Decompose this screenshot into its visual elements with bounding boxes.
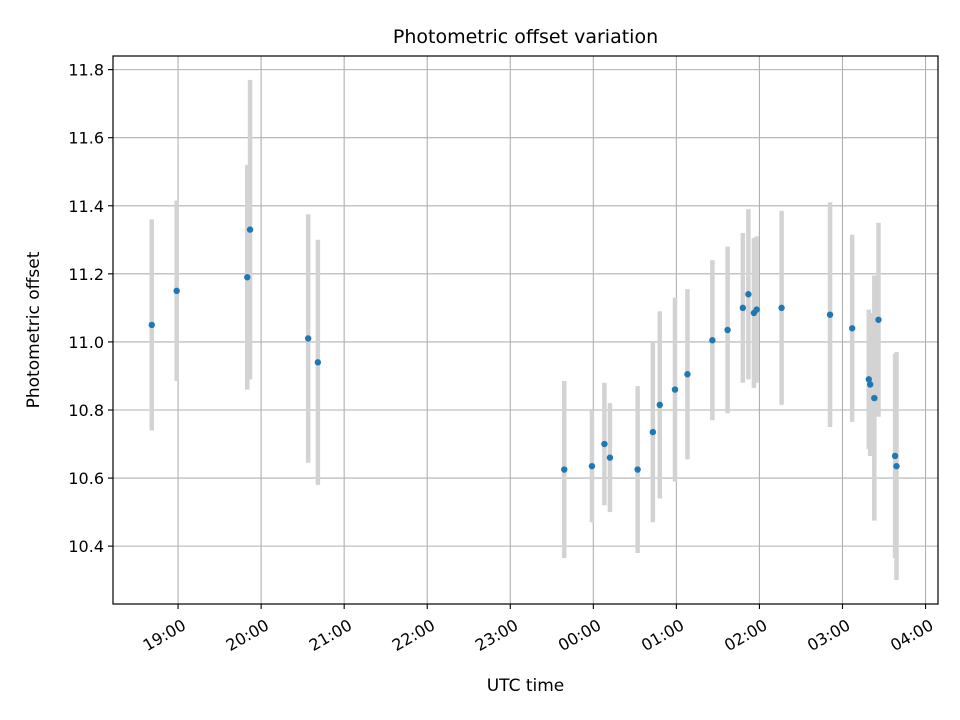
y-tick-label: 11.4 xyxy=(68,197,104,216)
data-point xyxy=(875,316,882,323)
data-point xyxy=(826,311,834,318)
data-point xyxy=(709,337,716,344)
y-tick-label: 10.6 xyxy=(68,469,104,488)
data-point xyxy=(606,454,614,461)
data-point xyxy=(304,335,312,342)
data-point xyxy=(684,371,691,378)
data-point xyxy=(148,321,155,329)
axes-frame xyxy=(112,55,939,605)
data-point xyxy=(891,452,899,460)
data-point xyxy=(724,326,731,334)
data-point xyxy=(244,274,251,281)
data-point xyxy=(865,376,872,383)
data-point xyxy=(649,428,657,436)
data-point xyxy=(246,226,254,233)
data-point xyxy=(866,381,874,388)
data-point xyxy=(634,466,641,473)
data-point xyxy=(173,287,180,295)
y-tick-label: 10.8 xyxy=(68,401,104,420)
data-point xyxy=(871,394,878,402)
y-tick-label: 11.2 xyxy=(68,265,104,284)
y-tick-label: 10.4 xyxy=(68,537,104,556)
data-point xyxy=(848,325,856,332)
y-tick-label: 11.6 xyxy=(68,129,104,148)
y-tick-label: 11.8 xyxy=(68,61,104,80)
data-point xyxy=(671,386,679,393)
chart-title: Photometric offset variation xyxy=(393,26,658,48)
data-point xyxy=(561,466,568,473)
data-point xyxy=(893,462,900,470)
y-ticks: 10.4 10.6 10.8 11.0 11.2 11.4 11.6 11.8 xyxy=(68,61,113,556)
data-point xyxy=(656,401,663,409)
data-point xyxy=(753,306,760,313)
x-axis-label: UTC time xyxy=(487,676,565,696)
y-axis-label: Photometric offset xyxy=(24,251,44,408)
data-point xyxy=(745,291,752,298)
grid xyxy=(113,56,938,604)
data-point xyxy=(601,440,608,448)
data-point xyxy=(588,462,596,470)
data-points xyxy=(148,226,900,473)
y-tick-label: 11.0 xyxy=(68,333,104,352)
data-point xyxy=(778,304,785,312)
data-point xyxy=(739,304,747,312)
data-point xyxy=(314,359,322,366)
